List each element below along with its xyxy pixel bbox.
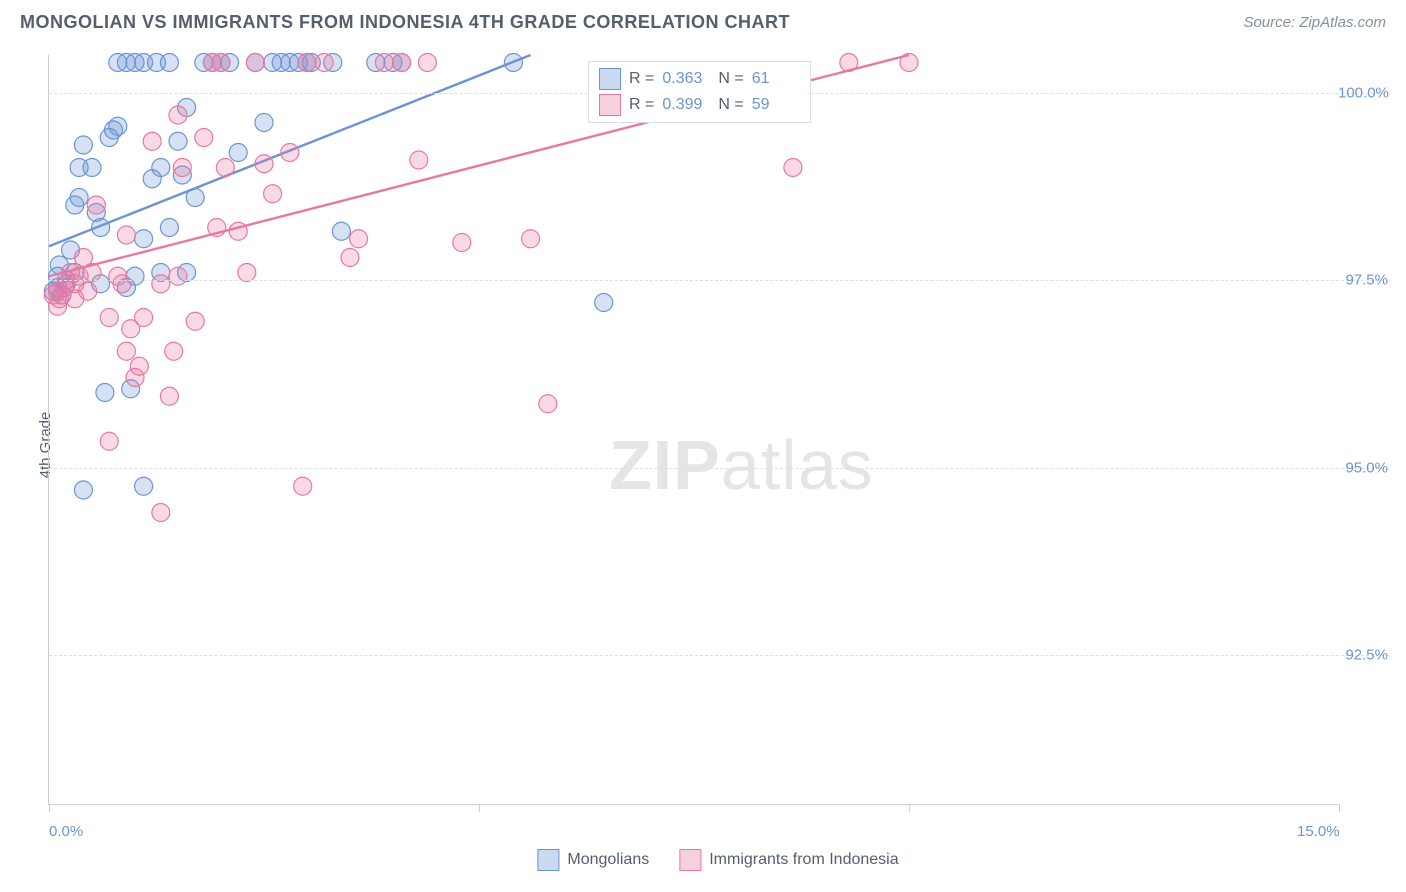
y-tick-label: 95.0%: [1338, 459, 1388, 476]
data-point: [332, 222, 350, 240]
r-value-mongolians: 0.363: [662, 70, 710, 88]
data-point: [315, 54, 333, 72]
legend-label-mongolians: Mongolians: [567, 851, 649, 869]
data-point: [79, 282, 97, 300]
swatch-blue-icon: [537, 849, 559, 871]
data-point: [298, 54, 316, 72]
data-point: [169, 106, 187, 124]
data-point: [522, 230, 540, 248]
plot-wrapper: 4th Grade ZIPatlas 92.5%95.0%97.5%100.0%…: [48, 55, 1388, 835]
data-point: [186, 312, 204, 330]
data-point: [453, 234, 471, 252]
swatch-pink-icon: [599, 94, 621, 116]
data-point: [87, 196, 105, 214]
data-point: [100, 432, 118, 450]
n-label: N =: [718, 96, 743, 114]
n-value-indonesia: 59: [752, 96, 800, 114]
data-point: [410, 151, 428, 169]
data-point: [117, 226, 135, 244]
data-point: [238, 264, 256, 282]
data-point: [539, 395, 557, 413]
data-point: [246, 54, 264, 72]
r-label: R =: [629, 70, 654, 88]
correlation-legend: R = 0.363 N = 61 R = 0.399 N = 59: [588, 61, 811, 123]
data-point: [255, 155, 273, 173]
r-value-indonesia: 0.399: [662, 96, 710, 114]
data-point: [130, 357, 148, 375]
swatch-blue-icon: [599, 68, 621, 90]
legend-row-mongolians: R = 0.363 N = 61: [599, 66, 800, 92]
data-point: [122, 320, 140, 338]
data-point: [152, 275, 170, 293]
data-point: [195, 129, 213, 147]
data-point: [70, 159, 88, 177]
data-point: [418, 54, 436, 72]
data-point: [212, 54, 230, 72]
y-tick-label: 100.0%: [1338, 84, 1388, 101]
gridline-h: [49, 468, 1389, 469]
data-point: [100, 309, 118, 327]
data-point: [160, 387, 178, 405]
data-point: [281, 144, 299, 162]
data-point: [152, 159, 170, 177]
data-point: [784, 159, 802, 177]
data-point: [255, 114, 273, 132]
data-point: [152, 504, 170, 522]
x-tick-label: 15.0%: [1297, 823, 1340, 840]
data-point: [216, 159, 234, 177]
data-point: [375, 54, 393, 72]
n-value-mongolians: 61: [752, 70, 800, 88]
swatch-pink-icon: [679, 849, 701, 871]
n-label: N =: [718, 70, 743, 88]
chart-title: MONGOLIAN VS IMMIGRANTS FROM INDONESIA 4…: [20, 12, 790, 33]
data-point: [96, 384, 114, 402]
data-point: [173, 159, 191, 177]
data-point: [135, 230, 153, 248]
data-point: [160, 219, 178, 237]
legend-item-mongolians: Mongolians: [537, 849, 649, 871]
data-point: [143, 132, 161, 150]
data-point: [109, 117, 127, 135]
x-tick: [49, 804, 50, 812]
data-point: [49, 297, 67, 315]
data-point: [135, 477, 153, 495]
r-label: R =: [629, 96, 654, 114]
data-point: [264, 185, 282, 203]
x-tick-label: 0.0%: [49, 823, 83, 840]
y-tick-label: 97.5%: [1338, 272, 1388, 289]
data-point: [117, 342, 135, 360]
data-point: [113, 275, 131, 293]
data-point: [393, 54, 411, 72]
legend-label-indonesia: Immigrants from Indonesia: [709, 851, 898, 869]
data-point: [74, 136, 92, 154]
source-attribution: Source: ZipAtlas.com: [1243, 14, 1386, 31]
x-tick: [909, 804, 910, 812]
data-point: [169, 132, 187, 150]
data-point: [160, 54, 178, 72]
gridline-h: [49, 280, 1389, 281]
data-point: [229, 144, 247, 162]
data-point: [341, 249, 359, 267]
x-tick: [479, 804, 480, 812]
legend-row-indonesia: R = 0.399 N = 59: [599, 92, 800, 118]
data-point: [74, 481, 92, 499]
y-tick-label: 92.5%: [1338, 647, 1388, 664]
data-point: [294, 477, 312, 495]
data-point: [169, 267, 187, 285]
data-point: [165, 342, 183, 360]
legend-item-indonesia: Immigrants from Indonesia: [679, 849, 898, 871]
data-point: [350, 230, 368, 248]
gridline-h: [49, 655, 1389, 656]
bottom-legend: Mongolians Immigrants from Indonesia: [537, 849, 898, 871]
scatter-svg: [49, 55, 1339, 805]
data-point: [595, 294, 613, 312]
data-point: [70, 189, 88, 207]
plot-area: ZIPatlas 92.5%95.0%97.5%100.0%0.0%15.0%: [48, 55, 1338, 805]
x-tick: [1339, 804, 1340, 812]
